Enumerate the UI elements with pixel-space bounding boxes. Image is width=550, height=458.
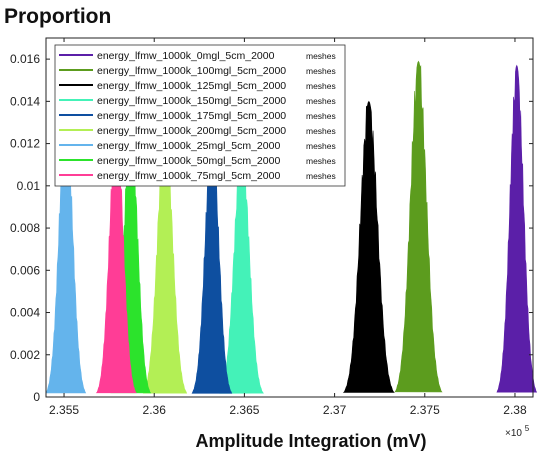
x-tick-label: 2.365	[229, 403, 259, 417]
y-tick-label: 0.016	[10, 52, 40, 66]
x-axis: 2.355 2.36 2.365 2.37 2.375 2.38	[49, 38, 527, 417]
y-tick-label: 0.002	[10, 348, 40, 362]
legend-label: energy_lfmw_1000k_100mgl_5cm_2000	[97, 65, 286, 77]
y-axis: 0 0.002 0.004 0.006 0.008 0.01 0.012 0.014 0.016	[10, 52, 533, 404]
legend-suffix: meshes	[306, 96, 336, 106]
y-tick-label: 0	[33, 390, 40, 404]
legend-suffix: meshes	[306, 66, 336, 76]
x-tick-label: 2.355	[49, 403, 79, 417]
x-tick-label: 2.37	[323, 403, 347, 417]
chart-title: Proportion	[4, 5, 111, 28]
y-tick-label: 0.006	[10, 263, 40, 277]
x-axis-multiplier-exp: 5	[525, 424, 530, 433]
legend-suffix: meshes	[306, 111, 336, 121]
series-area	[394, 60, 443, 393]
series-area	[496, 64, 538, 393]
legend-label: energy_lfmw_1000k_200mgl_5cm_2000	[97, 125, 286, 137]
plot-frame	[45, 37, 534, 398]
legend-label: energy_lfmw_1000k_125mgl_5cm_2000	[97, 80, 286, 92]
x-axis-multiplier-base: ×10	[505, 428, 522, 439]
x-tick-label: 2.36	[143, 403, 167, 417]
legend-label: energy_lfmw_1000k_50mgl_5cm_2000	[97, 155, 280, 167]
series-areas	[45, 60, 538, 394]
legend-suffix: meshes	[306, 141, 336, 151]
legend-suffix: meshes	[306, 126, 336, 136]
legend: energy_lfmw_1000k_0mgl_5cm_2000 meshesene…	[54, 44, 346, 187]
x-axis-multiplier: ×10 5	[505, 424, 530, 439]
y-tick-label: 0.008	[10, 221, 40, 235]
legend-suffix: meshes	[306, 51, 336, 61]
legend-label: energy_lfmw_1000k_150mgl_5cm_2000	[97, 95, 286, 107]
legend-suffix: meshes	[306, 156, 336, 166]
y-tick-label: 0.01	[17, 179, 41, 193]
y-tick-label: 0.014	[10, 94, 40, 108]
x-tick-label: 2.38	[503, 403, 527, 417]
y-tick-label: 0.004	[10, 306, 40, 320]
y-tick-label: 0.012	[10, 137, 40, 151]
legend-label: energy_lfmw_1000k_175mgl_5cm_2000	[97, 110, 286, 122]
legend-label: energy_lfmw_1000k_25mgl_5cm_2000	[97, 140, 280, 152]
legend-label: energy_lfmw_1000k_0mgl_5cm_2000	[97, 50, 275, 62]
x-tick-label: 2.375	[410, 403, 440, 417]
legend-suffix: meshes	[306, 171, 336, 181]
legend-suffix: meshes	[306, 81, 336, 91]
legend-box	[54, 44, 346, 187]
legend-label: energy_lfmw_1000k_75mgl_5cm_2000	[97, 170, 280, 182]
x-axis-label: Amplitude Integration (mV)	[196, 431, 427, 451]
series-area	[342, 100, 395, 393]
